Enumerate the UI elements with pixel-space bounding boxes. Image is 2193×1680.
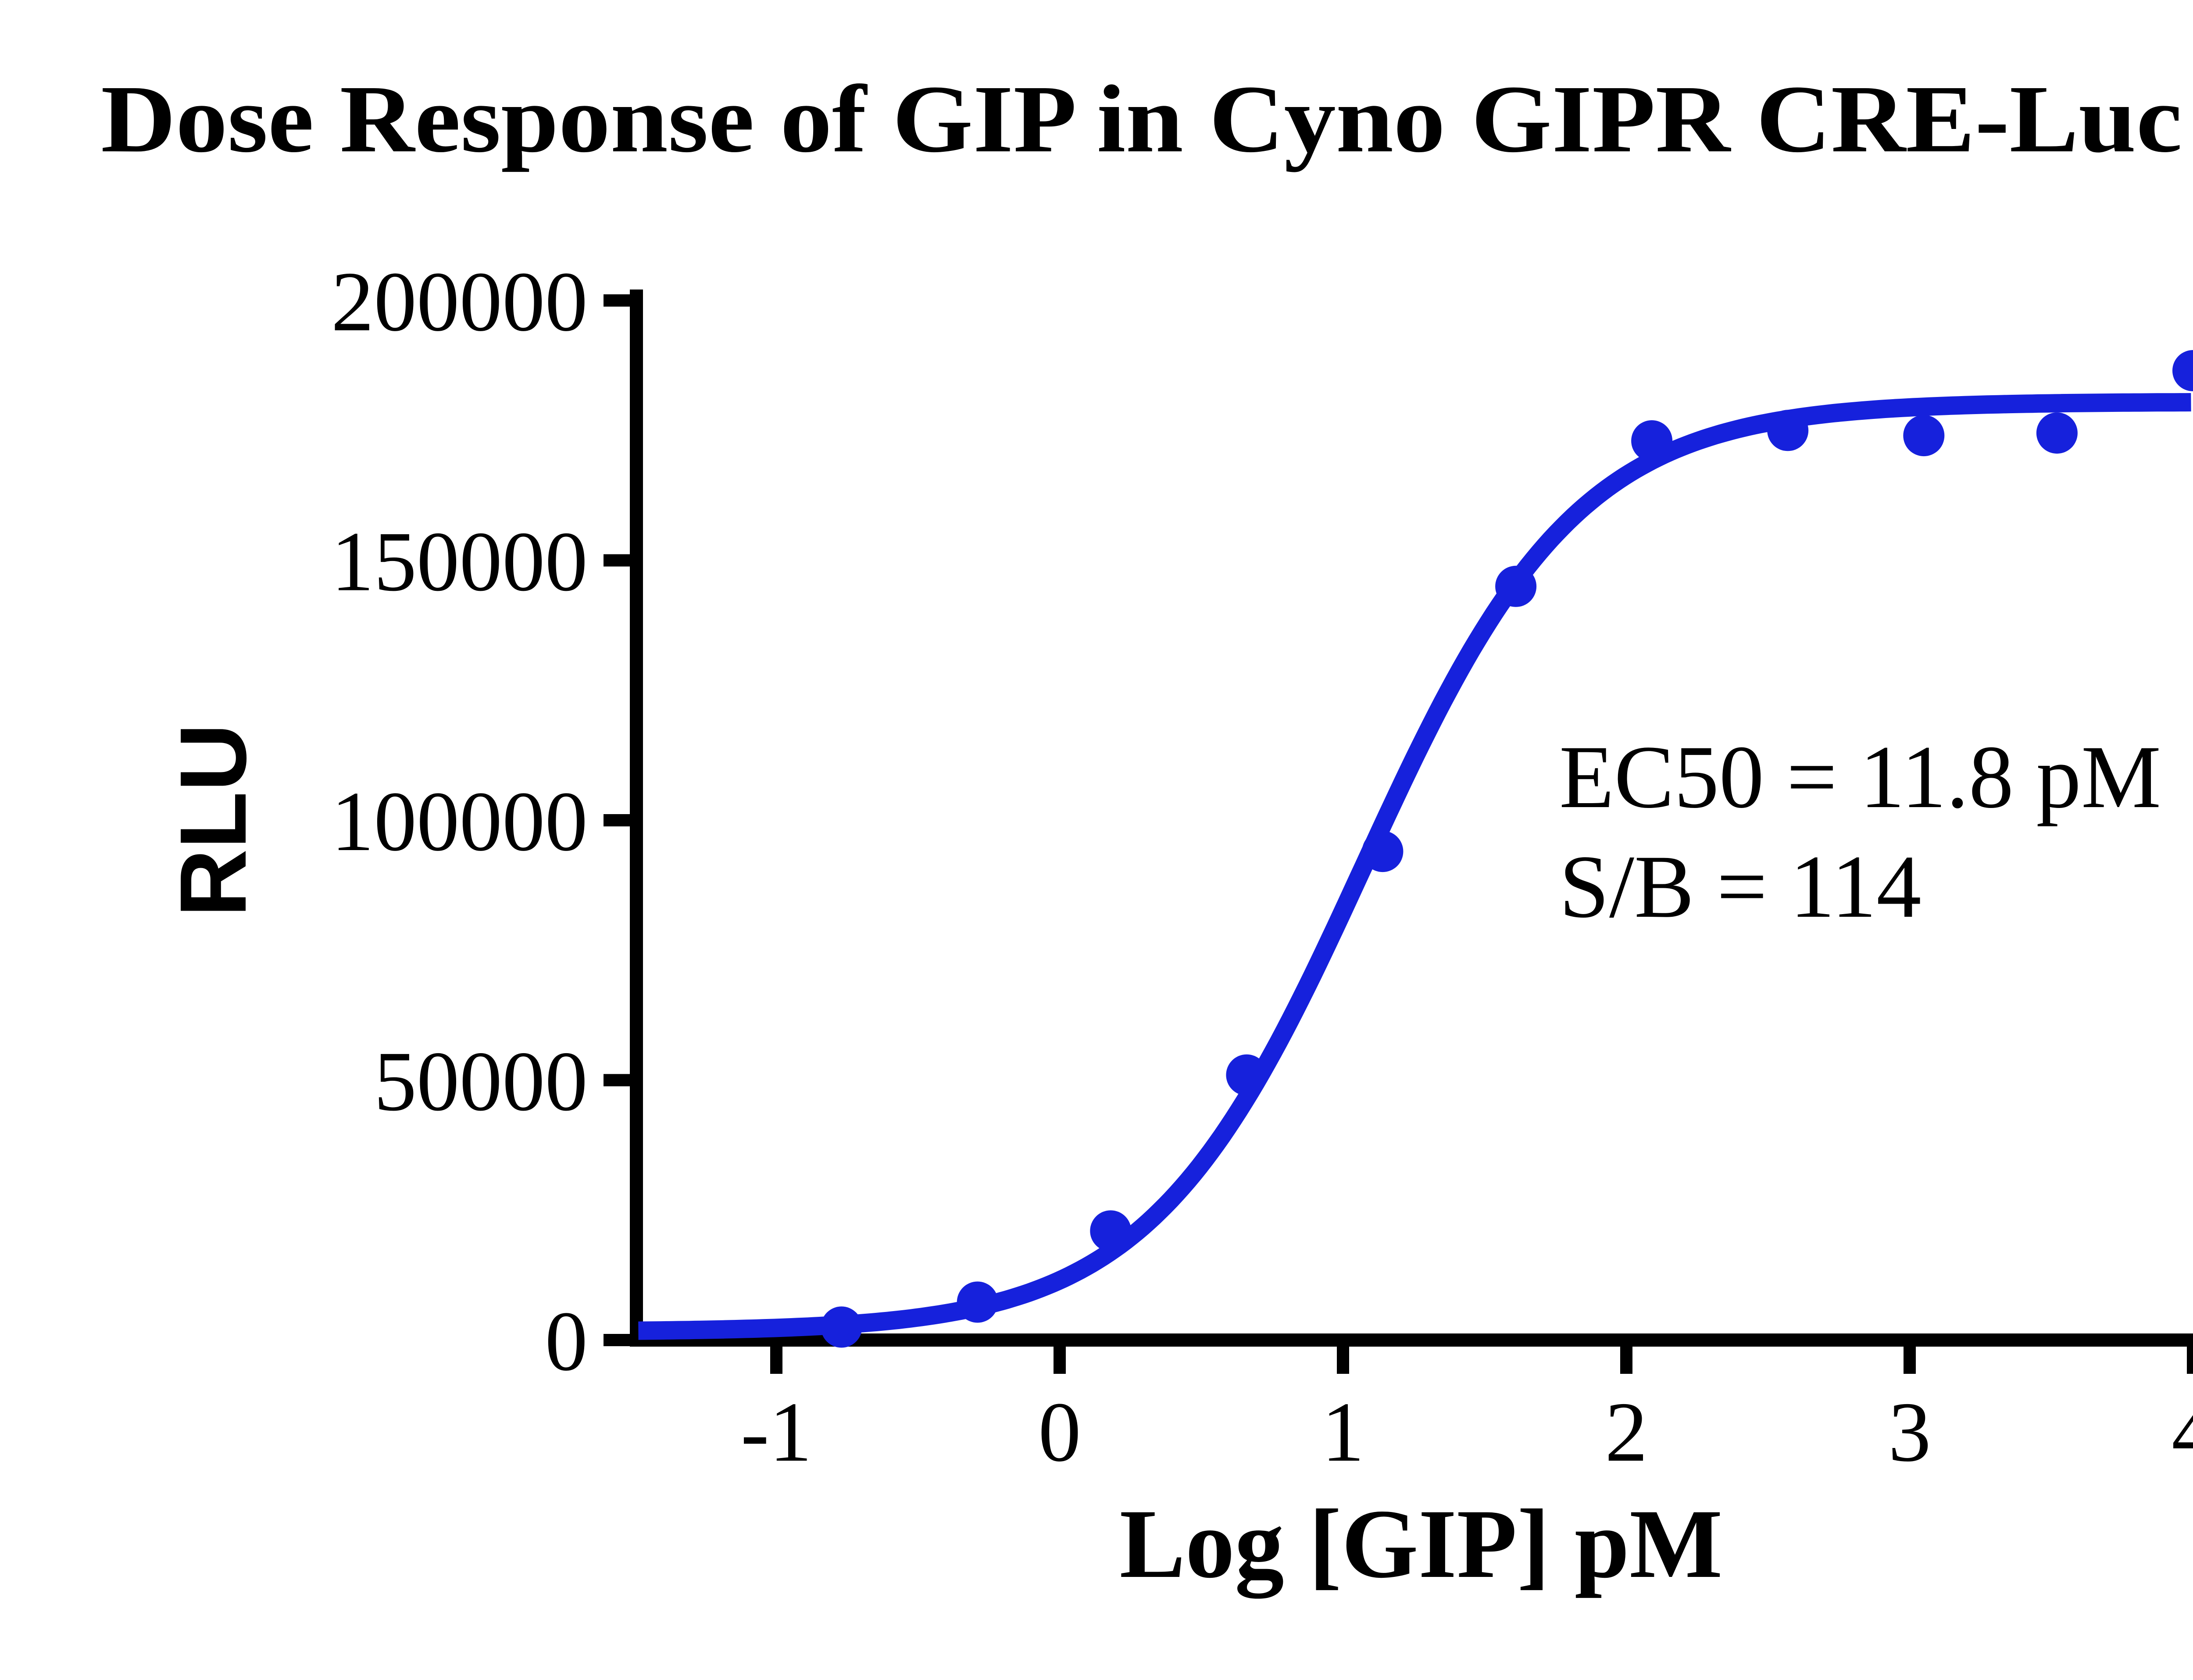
y-tick-label: 100000 [331,774,588,869]
y-tick-label: 50000 [374,1034,588,1129]
data-points [821,350,2193,1348]
x-tick-label: 4 [2172,1385,2193,1480]
x-tick-label: 3 [1888,1385,1931,1480]
x-tick [1904,1347,1916,1374]
x-tick [1620,1347,1632,1374]
y-tick [604,554,630,567]
y-tick [604,1334,630,1346]
x-tick-label: 0 [1038,1385,1081,1480]
sb-annotation: S/B = 114 [1559,837,1922,937]
y-tick [604,814,630,826]
x-axis-tick-labels: -1 0 1 2 3 4 [741,1385,2193,1480]
dose-response-curve [638,393,2191,1340]
y-axis-line [630,290,643,1347]
x-tick [770,1347,782,1374]
x-tick-label: 1 [1322,1385,1364,1480]
data-point-marker [1767,410,1809,451]
data-point-marker [1362,831,1404,872]
data-point-marker [1495,565,1537,607]
ec50-annotation: EC50 = 11.8 pM [1559,727,2161,827]
y-tick [604,1074,630,1087]
y-axis-tick-labels: 0 50000 100000 150000 200000 [331,254,588,1389]
x-tick [2187,1347,2193,1374]
x-axis-label: Log [GIP] pM [1120,1489,1723,1599]
data-point-marker [957,1281,998,1323]
y-tick-label: 0 [545,1294,588,1389]
x-tick [1337,1347,1349,1374]
y-axis-label: RLU [160,723,266,917]
x-axis-line [630,1333,2193,1347]
x-tick-label: -1 [741,1385,812,1480]
data-point-marker [1631,420,1673,461]
x-tick [1054,1347,1066,1374]
data-point-marker [1903,415,1945,457]
y-tick-label: 200000 [331,254,588,349]
x-tick-label: 2 [1605,1385,1648,1480]
y-tick [604,294,630,307]
data-point-marker [2172,350,2193,391]
data-point-marker [821,1306,862,1348]
page-title: Dose Response of GIP in Cyno GIPR CRE-Lu… [101,65,2193,172]
y-tick-label: 150000 [331,515,588,609]
data-point-marker [1090,1210,1132,1252]
x-axis-ticks [770,1347,2193,1374]
y-axis-ticks [604,294,630,1346]
data-point-marker [2036,412,2078,454]
fit-curve-line [638,393,2191,1340]
data-point-marker [1226,1054,1268,1096]
